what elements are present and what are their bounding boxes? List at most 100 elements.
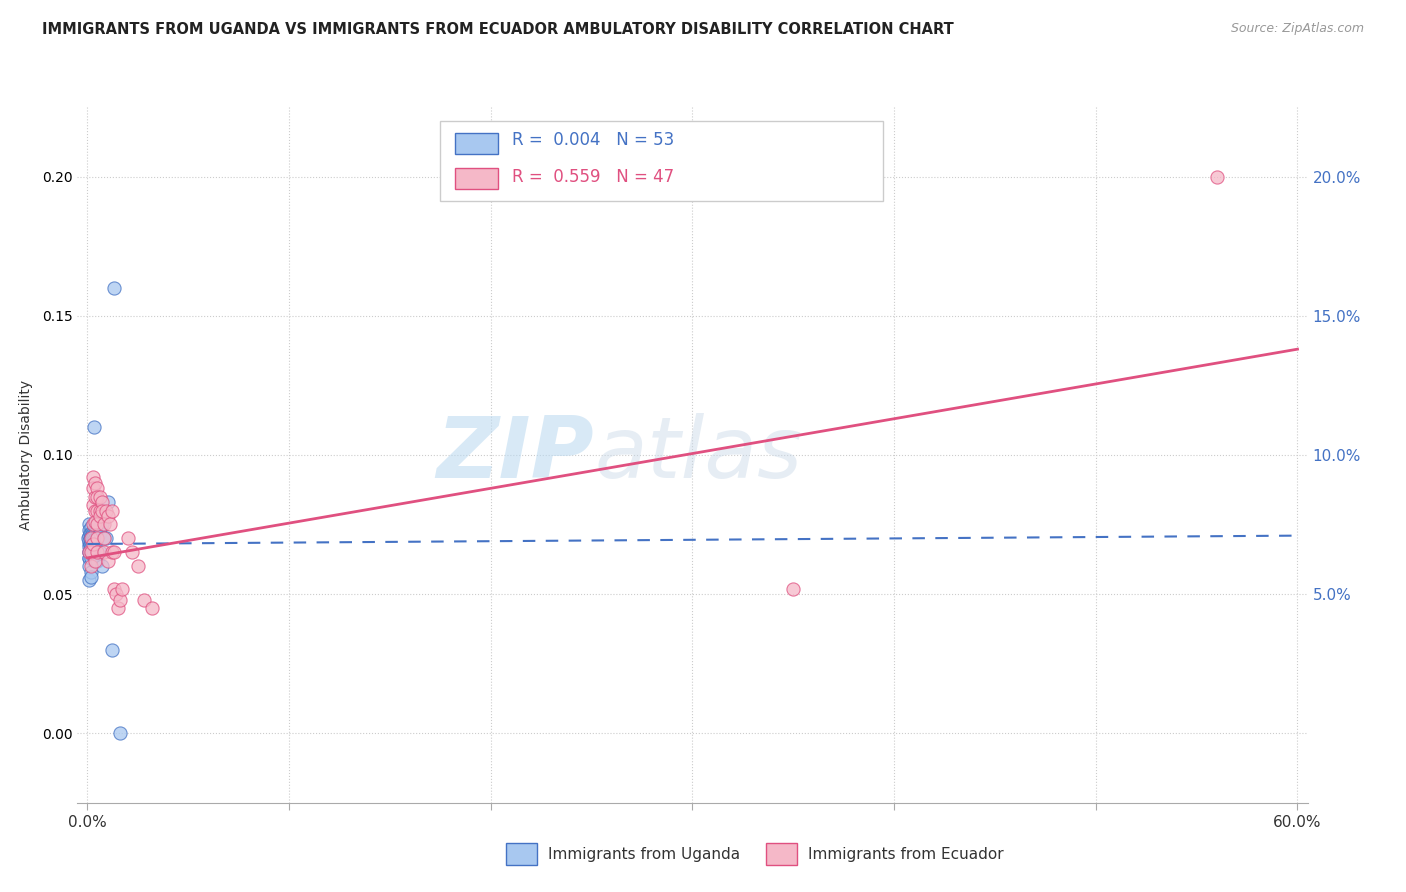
Point xyxy=(84,475,107,490)
Point xyxy=(82,525,104,540)
Point xyxy=(86,554,108,568)
Point xyxy=(80,525,103,540)
Point xyxy=(100,642,122,657)
Point xyxy=(82,542,104,557)
Point xyxy=(77,550,100,565)
Point xyxy=(90,559,112,574)
Point xyxy=(80,537,103,551)
Point xyxy=(89,509,111,524)
Text: IMMIGRANTS FROM UGANDA VS IMMIGRANTS FROM ECUADOR AMBULATORY DISABILITY CORRELAT: IMMIGRANTS FROM UGANDA VS IMMIGRANTS FRO… xyxy=(42,22,953,37)
Point xyxy=(82,470,104,484)
Point xyxy=(84,537,107,551)
Point xyxy=(117,532,139,546)
Point xyxy=(108,592,131,607)
Point xyxy=(80,532,103,546)
Point xyxy=(90,517,112,532)
Point xyxy=(77,537,100,551)
Point xyxy=(132,592,155,607)
Point xyxy=(82,517,104,532)
Point xyxy=(82,523,104,537)
Point xyxy=(100,503,122,517)
Point xyxy=(79,550,101,565)
Point xyxy=(86,545,108,559)
Point xyxy=(79,523,101,537)
Point xyxy=(79,540,101,554)
Point xyxy=(80,528,103,542)
Point xyxy=(97,495,120,509)
Point xyxy=(89,490,111,504)
Point xyxy=(127,559,149,574)
Text: Source: ZipAtlas.com: Source: ZipAtlas.com xyxy=(1230,22,1364,36)
FancyBboxPatch shape xyxy=(440,121,883,201)
Point xyxy=(111,582,134,596)
Point xyxy=(80,550,103,565)
Point xyxy=(98,517,121,532)
Point xyxy=(80,532,103,546)
Point xyxy=(84,503,107,517)
Point xyxy=(103,281,125,295)
Text: Immigrants from Ecuador: Immigrants from Ecuador xyxy=(808,847,1004,862)
Point xyxy=(89,520,111,534)
Point xyxy=(86,523,108,537)
Point xyxy=(86,503,108,517)
Point xyxy=(79,545,101,559)
Point xyxy=(80,540,103,554)
Point xyxy=(79,559,101,574)
Point xyxy=(80,570,103,584)
Point xyxy=(86,528,108,542)
Point xyxy=(89,545,111,559)
Point xyxy=(84,523,107,537)
Point xyxy=(82,532,104,546)
Point xyxy=(83,420,105,434)
Point xyxy=(84,532,107,546)
Text: R =  0.004   N = 53: R = 0.004 N = 53 xyxy=(512,131,673,150)
Point xyxy=(141,601,163,615)
Point xyxy=(80,545,103,559)
FancyBboxPatch shape xyxy=(456,169,498,189)
Point xyxy=(121,545,143,559)
Point xyxy=(89,503,111,517)
Point xyxy=(84,515,107,529)
Point xyxy=(84,525,107,540)
Point xyxy=(107,601,129,615)
Text: ZIP: ZIP xyxy=(436,413,595,497)
Point xyxy=(82,498,104,512)
Point xyxy=(93,532,115,546)
Point xyxy=(80,565,103,579)
Point xyxy=(79,525,101,540)
Point xyxy=(1205,169,1227,184)
Point xyxy=(84,554,107,568)
Text: Immigrants from Uganda: Immigrants from Uganda xyxy=(548,847,741,862)
Point xyxy=(82,548,104,562)
Point xyxy=(80,559,103,574)
FancyBboxPatch shape xyxy=(456,134,498,154)
Point xyxy=(104,587,127,601)
Point xyxy=(77,545,100,559)
Point xyxy=(80,534,103,549)
Point xyxy=(79,545,101,559)
Point xyxy=(108,726,131,740)
Text: R =  0.559   N = 47: R = 0.559 N = 47 xyxy=(512,168,673,186)
Y-axis label: Ambulatory Disability: Ambulatory Disability xyxy=(20,380,34,530)
Point xyxy=(79,534,101,549)
Point xyxy=(79,517,101,532)
Point xyxy=(79,573,101,587)
Point xyxy=(93,532,115,546)
Point xyxy=(90,503,112,517)
Point xyxy=(86,517,108,532)
Text: atlas: atlas xyxy=(595,413,801,497)
Point xyxy=(86,481,108,495)
Point xyxy=(82,481,104,495)
Point xyxy=(77,532,100,546)
Point xyxy=(94,532,117,546)
Point xyxy=(86,532,108,546)
Point xyxy=(103,545,125,559)
Point xyxy=(97,554,120,568)
Point xyxy=(80,520,103,534)
Point xyxy=(90,495,112,509)
Point xyxy=(84,490,107,504)
Point xyxy=(93,517,115,532)
Point xyxy=(79,537,101,551)
Point xyxy=(86,490,108,504)
Point xyxy=(94,503,117,517)
